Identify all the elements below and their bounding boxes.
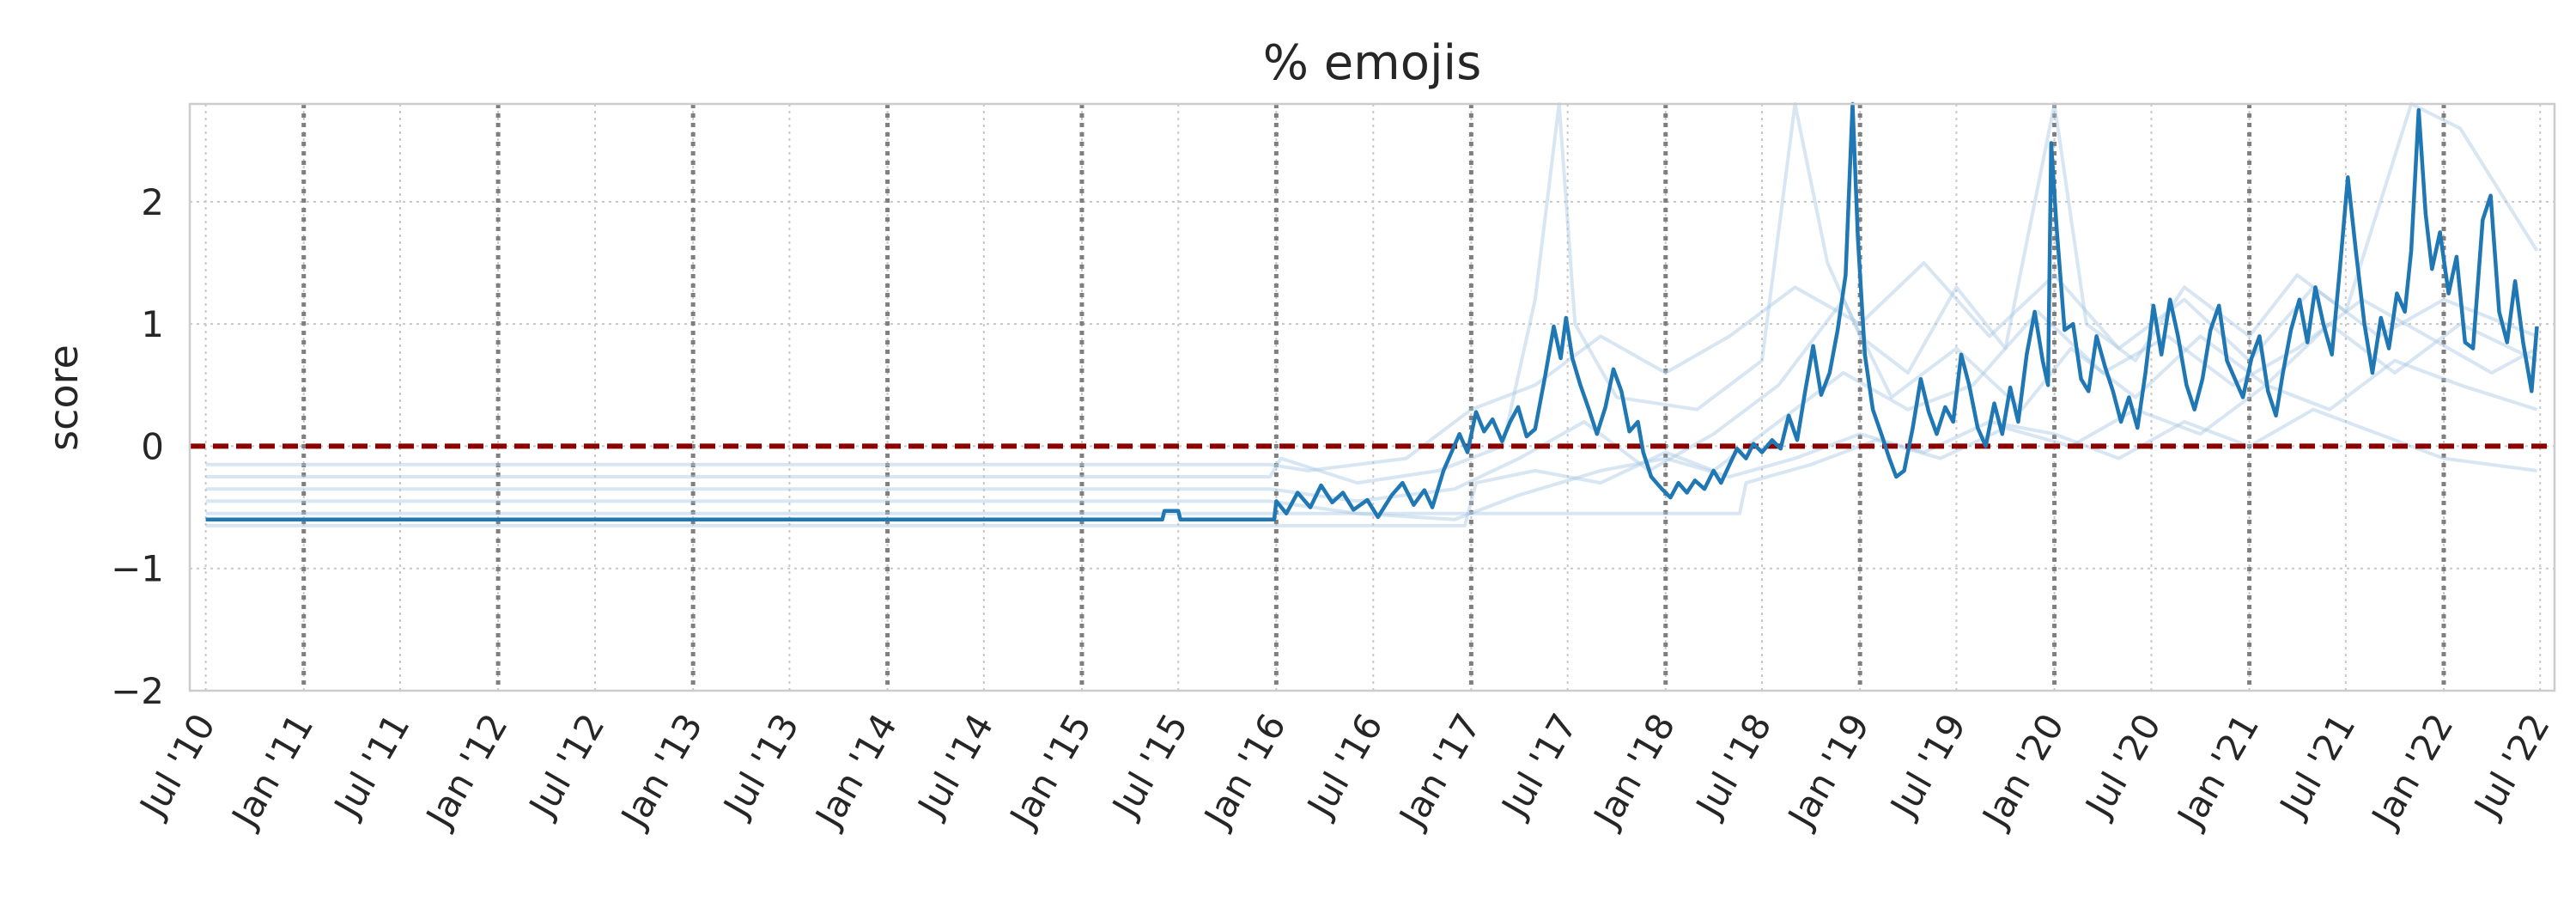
y-tick-label: −1 xyxy=(111,548,164,590)
y-tick-label: 1 xyxy=(141,303,164,345)
x-tick-label: Jul '20 xyxy=(2076,707,2169,826)
x-tick-label: Jul '10 xyxy=(131,707,223,826)
main-series xyxy=(205,101,2539,522)
x-tick-label: Jan '16 xyxy=(1195,707,1294,837)
x-tick-label: Jul '22 xyxy=(2464,707,2557,826)
background-series-line xyxy=(205,407,2537,521)
x-tick-label: Jan '22 xyxy=(2362,707,2461,837)
x-tick-label: Jul '21 xyxy=(2270,707,2363,826)
x-tick-label: Jul '14 xyxy=(908,707,1001,826)
x-tick-label: Jan '14 xyxy=(806,707,905,837)
background-series-line xyxy=(205,297,2538,527)
y-axis-label: score xyxy=(40,344,87,451)
x-tick-label: Jul '16 xyxy=(1297,707,1390,826)
background-series-line xyxy=(205,297,2538,503)
y-tick-label: 0 xyxy=(141,425,164,467)
background-series xyxy=(205,102,2539,527)
x-tick-label: Jan '19 xyxy=(1778,707,1877,837)
x-tick-label: Jan '15 xyxy=(1000,707,1099,837)
y-axis-ticks: −2 −1 0 1 2 xyxy=(111,181,164,712)
x-tick-label: Jan '12 xyxy=(416,707,515,837)
x-tick-label: Jan '18 xyxy=(1584,707,1683,837)
y-tick-label: 2 xyxy=(141,181,164,223)
x-tick-label: Jul '13 xyxy=(714,707,807,826)
x-tick-label: Jan '21 xyxy=(2168,707,2267,837)
x-tick-label: Jan '20 xyxy=(1973,707,2072,837)
x-tick-label: Jan '11 xyxy=(222,707,321,837)
x-tick-label: Jan '13 xyxy=(611,707,710,837)
main-series-line xyxy=(205,101,2539,522)
x-axis-ticks: Jul '10 Jan '11 Jul '11 Jan '12 Jul '12 Jan '… xyxy=(131,707,2558,837)
x-tick-label: Jul '19 xyxy=(1881,707,1974,826)
x-tick-label: Jul '11 xyxy=(325,707,417,826)
background-series-line xyxy=(205,261,2538,472)
chart-title: % emojis xyxy=(1263,35,1482,91)
x-tick-label: Jul '15 xyxy=(1103,707,1195,826)
year-markers xyxy=(301,104,2446,691)
y-tick-label: −2 xyxy=(111,670,164,712)
x-tick-label: Jul '17 xyxy=(1492,707,1585,826)
x-tick-label: Jul '12 xyxy=(519,707,612,826)
x-tick-label: Jul '18 xyxy=(1686,707,1779,826)
plot-frame xyxy=(188,102,2556,692)
x-tick-label: Jan '17 xyxy=(1390,707,1489,837)
grid xyxy=(190,104,2555,692)
background-series-line xyxy=(205,102,2539,485)
